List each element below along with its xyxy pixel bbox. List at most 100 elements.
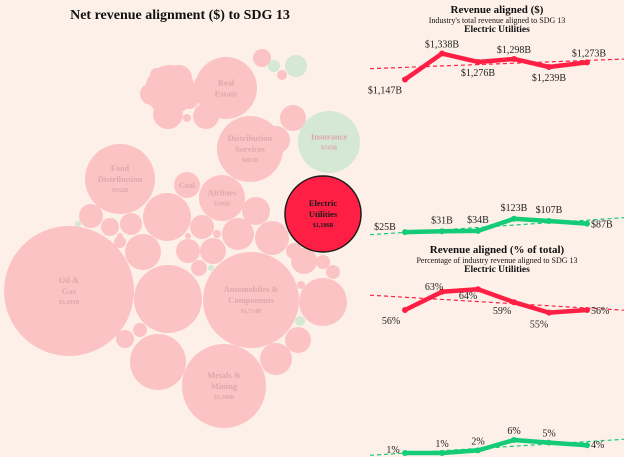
data-label: 56% (591, 306, 609, 317)
bubble-label: Distribution (98, 174, 143, 184)
data-label: $107B (536, 205, 563, 216)
data-point (402, 229, 408, 236)
bubble (179, 89, 199, 109)
bubble-value: $863B (242, 157, 258, 164)
data-point (511, 299, 517, 306)
bubble-circle (4, 226, 134, 356)
data-label: 1% (386, 445, 399, 456)
bubble (116, 330, 134, 348)
bubble-label: Food (111, 163, 130, 173)
data-label: $1,273B (572, 48, 607, 59)
data-label: 56% (382, 316, 400, 327)
bubble (213, 230, 221, 238)
percent-chart-subject: Electric Utilities (464, 265, 530, 275)
data-label: $1,147B (368, 86, 403, 97)
bubble-value: $3,109B (59, 299, 80, 306)
data-label: 2% (471, 436, 484, 447)
data-label: $34B (467, 215, 489, 226)
bubble-value: $932B (112, 187, 128, 194)
bubble-automobiles-components: Automobiles &Components $1,714B (203, 252, 299, 348)
bubble (260, 343, 292, 375)
data-point (511, 437, 517, 443)
series-line (402, 437, 590, 456)
revenue-chart-subject: Electric Utilities (464, 25, 530, 35)
data-label: 1% (435, 439, 448, 450)
bubble (242, 197, 270, 225)
bubble (185, 233, 191, 239)
data-label: $1,338B (425, 40, 460, 51)
bubble (176, 239, 200, 263)
bubble-label: Components (228, 295, 275, 305)
bubble-label: Utilities (309, 209, 338, 219)
bubble (190, 215, 214, 239)
bubble (208, 265, 214, 271)
bubble (133, 323, 147, 337)
bubble-label: Distribution (228, 133, 273, 143)
trendline (369, 58, 624, 70)
bubble-circle (217, 116, 283, 182)
data-label: 63% (425, 282, 443, 293)
series-1: $25B $31B $34B $123B $107B $87B (369, 203, 624, 236)
bubble (268, 60, 280, 72)
data-point (475, 447, 481, 454)
bubble-label: Gas (62, 286, 77, 296)
data-label: $87B (591, 220, 613, 231)
bubble (316, 255, 330, 269)
bubble (114, 236, 126, 248)
bubble-label: Oil & (59, 275, 80, 285)
revenue-chart-subtitle: Industry's total revenue aligned to SDG … (428, 16, 566, 25)
series-0: 56% 63% 64% 59% 55% 56% (369, 282, 624, 331)
data-point (402, 450, 408, 456)
data-label: $123B (501, 203, 528, 214)
bubble (277, 70, 287, 80)
data-point (546, 309, 552, 316)
bubble (163, 89, 173, 99)
bubble (191, 260, 207, 276)
bubble (120, 213, 142, 235)
bubble-circle (195, 57, 257, 119)
bubble (79, 204, 103, 228)
data-label: 4% (591, 440, 604, 451)
bubble (295, 316, 305, 326)
series-line (402, 216, 590, 235)
data-point (475, 286, 481, 293)
bubble (285, 55, 307, 77)
bubble (101, 218, 119, 236)
bubble-label: Mining (211, 381, 238, 391)
data-point (439, 50, 445, 57)
bubble (130, 334, 186, 390)
data-label: 6% (507, 426, 520, 437)
data-point (546, 63, 552, 70)
series-1: 1% 1% 2% 6% 5% 4% (369, 426, 624, 456)
trendline (369, 294, 624, 311)
data-point (402, 76, 408, 83)
bubble-chart-title: Net revenue alignment ($) to SDG 13 (70, 8, 290, 23)
bubble-label: Insurance (311, 132, 348, 142)
bubble-value: $1,186B (313, 222, 334, 229)
bubble (183, 114, 191, 122)
bubble (285, 327, 311, 353)
bubble-circle (182, 344, 266, 428)
bubble (253, 49, 271, 67)
data-point (584, 220, 590, 227)
bubble-label: Metals & (207, 370, 241, 380)
bubble (134, 265, 202, 333)
bubble (299, 278, 347, 326)
data-point (546, 439, 552, 446)
bubble-circle (298, 111, 360, 173)
bubble-value: $1,714B (241, 308, 262, 315)
series-line (402, 51, 590, 82)
bubble-label: Airlines (208, 188, 237, 198)
bubble (222, 218, 254, 250)
bubble (297, 281, 305, 289)
percent-chart-subtitle: Percentage of industry revenue aligned t… (416, 256, 578, 265)
data-point (439, 450, 445, 456)
series-0: $1,147B $1,338B $1,276B $1,298B $1,239B $1,27… (368, 40, 624, 97)
data-label: $1,239B (532, 73, 567, 84)
data-point (439, 228, 445, 235)
bubble (200, 238, 226, 264)
data-label: 5% (542, 429, 555, 440)
data-label: 59% (493, 306, 511, 317)
